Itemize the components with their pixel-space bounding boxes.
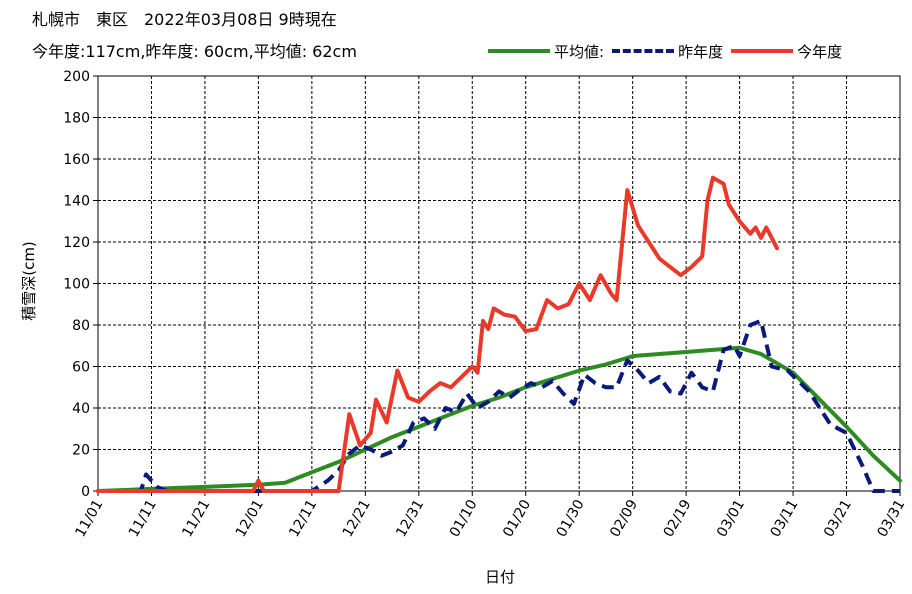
- series-line-last-year: [98, 318, 900, 493]
- x-tick-label: 12/11: [286, 497, 320, 540]
- y-tick-label: 80: [72, 318, 90, 334]
- x-tick-label: 11/11: [126, 497, 160, 540]
- y-tick-label: 120: [63, 235, 90, 251]
- x-tick-label: 12/31: [393, 497, 427, 540]
- legend-label-this-year: 今年度: [797, 42, 843, 61]
- y-tick-label: 20: [72, 443, 90, 459]
- x-tick-label: 02/19: [661, 497, 695, 540]
- series-line-average: [96, 345, 902, 493]
- y-tick-label: 0: [81, 484, 90, 500]
- x-tick-label: 01/10: [447, 497, 481, 540]
- legend-item-last-year: 昨年度: [612, 41, 723, 62]
- legend-label-average: 平均値:: [554, 42, 605, 61]
- x-tick-label: 03/31: [874, 497, 908, 540]
- y-tick-label: 60: [72, 360, 90, 376]
- x-tick-label: 12/01: [233, 497, 267, 540]
- series-lines: [96, 175, 902, 493]
- x-tick-label: 03/11: [767, 497, 801, 540]
- legend-swatch-last-year: [612, 49, 675, 53]
- legend-swatch-average: [488, 49, 550, 53]
- y-tick-label: 160: [63, 152, 90, 168]
- y-tick-label: 40: [72, 401, 90, 417]
- x-tick-label: 03/01: [714, 497, 748, 540]
- x-axis-label: 日付: [485, 568, 515, 586]
- plot-frame: [97, 75, 901, 492]
- y-tick-label: 140: [63, 194, 90, 210]
- legend-label-last-year: 昨年度: [678, 42, 724, 61]
- x-tick-label: 11/01: [72, 497, 106, 540]
- x-tick-label: 11/21: [179, 497, 213, 540]
- y-tick-label: 200: [63, 69, 90, 85]
- x-tick-label: 03/21: [821, 497, 855, 540]
- grid: [98, 75, 900, 491]
- x-tick-label: 01/20: [500, 497, 534, 540]
- series-line-this-year: [96, 175, 779, 493]
- y-axis-label: 積雪深(cm): [20, 241, 38, 321]
- legend-swatch-this-year: [731, 49, 794, 53]
- x-tick-label: 01/30: [554, 497, 588, 540]
- legend-item-average: 平均値:: [488, 41, 604, 62]
- x-tick-labels: 11/01 11/11 11/21 12/01 12/11 12/21 12/31 01/10…: [72, 497, 908, 540]
- axes: [93, 75, 901, 496]
- x-tick-label: 12/21: [340, 497, 374, 540]
- chart-subtitle: 今年度:117cm,昨年度: 60cm,平均値: 62cm: [32, 42, 357, 61]
- legend-item-this-year: 今年度: [731, 41, 842, 62]
- y-tick-labels: 0 20 40 60 80 100 120 140 160 180 200: [63, 69, 90, 500]
- y-tick-label: 180: [63, 111, 90, 127]
- legend: 平均値: 昨年度 今年度: [488, 40, 850, 62]
- chart-title: 札幌市 東区 2022年03月08日 9時現在: [32, 10, 337, 29]
- x-tick-label: 02/09: [607, 497, 641, 540]
- y-tick-label: 100: [63, 277, 90, 293]
